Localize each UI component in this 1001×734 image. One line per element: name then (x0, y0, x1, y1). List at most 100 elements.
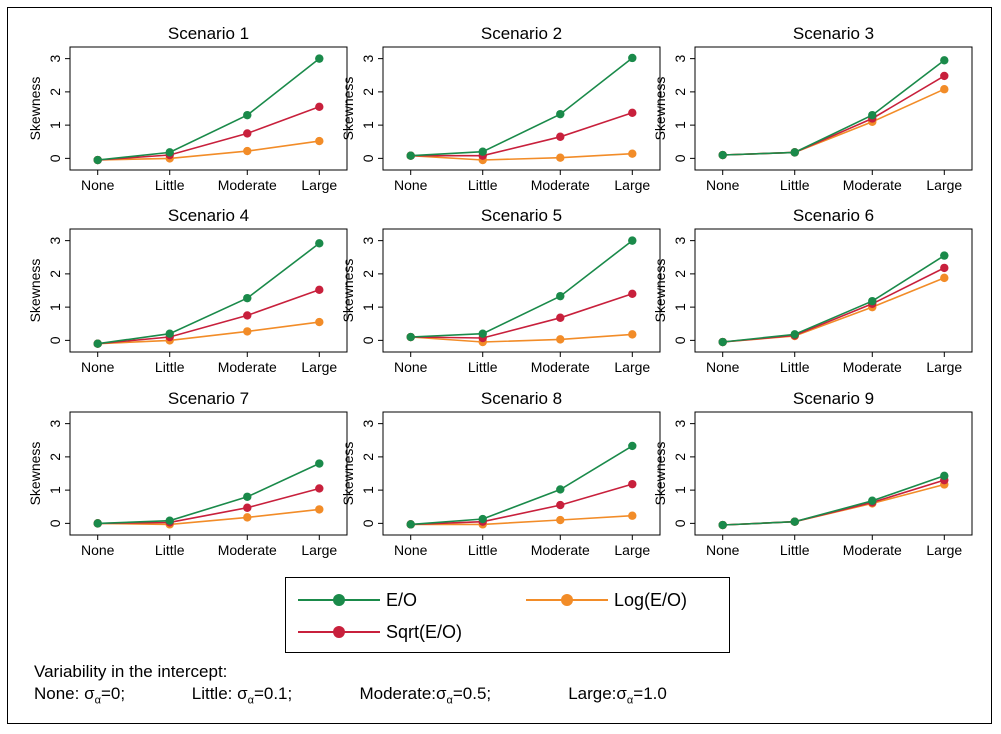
data-point-sqrt (315, 285, 324, 295)
panel-scenario-8: Scenario 8 0 1 2 3 Skewness None Little Moderate… (340, 389, 661, 558)
y-tick-label: 0 (672, 519, 688, 527)
data-point-eo (718, 150, 727, 160)
panel-scenario-2: Scenario 2 0 1 2 3 Skewness None Little Moderate… (340, 24, 661, 193)
x-tick-label: Large (926, 542, 962, 558)
series-line-eo (410, 239, 633, 338)
data-point-eo (243, 110, 252, 120)
y-tick-label: 1 (360, 121, 376, 129)
data-point-eo (868, 296, 877, 306)
x-tick-label: None (394, 359, 428, 375)
note-definitions: None: σα=0; Little: σα=0.1; Moderate:σα=… (34, 684, 667, 706)
series-line-sqrt (410, 483, 633, 526)
series-line-eo (410, 57, 633, 157)
x-tick-label: Moderate (531, 177, 590, 193)
x-tick-label: Moderate (218, 542, 277, 558)
y-axis-label: Skewness (652, 442, 668, 506)
series-line-sqrt (97, 487, 320, 525)
panel-title: Scenario 2 (481, 24, 562, 43)
x-tick-label: Little (780, 359, 810, 375)
data-point-eo (868, 496, 877, 505)
series-line-log (722, 277, 945, 343)
y-tick-label: 1 (672, 486, 688, 494)
legend-item-sqrt: Sqrt(E/O) (296, 620, 462, 644)
plot-area (69, 411, 348, 536)
data-point-eo (940, 251, 949, 260)
x-tick-label: None (394, 542, 428, 558)
data-point-eo (406, 520, 415, 529)
y-tick-label: 2 (360, 270, 376, 278)
data-point-eo (406, 332, 415, 342)
y-axis-label: Skewness (340, 442, 356, 506)
y-tick-label: 0 (47, 519, 63, 527)
y-axis-label: Skewness (652, 77, 668, 141)
data-point-log (556, 335, 565, 344)
plot-area (694, 411, 973, 536)
series-line-sqrt (722, 267, 945, 343)
y-axis-label: Skewness (652, 259, 668, 323)
data-point-eo (478, 147, 487, 156)
legend-swatch-eo (298, 594, 380, 606)
note-heading: Variability in the intercept: (34, 662, 228, 681)
y-axis-label: Skewness (27, 259, 43, 323)
legend-swatch-log (526, 594, 608, 606)
x-tick-label: Moderate (843, 359, 902, 375)
legend-label-log: Log(E/O) (614, 589, 688, 610)
legend: E/O Log(E/O) Sqrt(E/O) (285, 577, 730, 653)
series-line-eo (97, 462, 320, 525)
y-tick-label: 3 (672, 420, 688, 428)
data-point-eo (93, 519, 102, 528)
data-point-log (628, 511, 637, 520)
series-line-log (410, 152, 633, 161)
panel-title: Scenario 5 (481, 206, 562, 225)
legend-item-log: Log(E/O) (524, 588, 687, 612)
x-tick-label: Little (780, 542, 810, 558)
series-line-sqrt (410, 112, 633, 157)
y-tick-label: 2 (672, 270, 688, 278)
data-point-sqrt (556, 500, 565, 510)
panel-scenario-7: Scenario 7 0 1 2 3 Skewness None Little Moderate… (27, 389, 348, 558)
x-tick-label: Little (468, 359, 498, 375)
data-point-eo (165, 148, 174, 157)
x-tick-label: Large (614, 177, 650, 193)
x-tick-label: Moderate (531, 359, 590, 375)
small-multiples-chart: Scenario 1 0 1 2 3 Skewness None Little Moderate… (27, 24, 973, 558)
y-tick-label: 0 (47, 336, 63, 344)
legend-swatch-sqrt (298, 626, 380, 638)
data-point-eo (93, 339, 102, 348)
y-tick-label: 1 (47, 121, 63, 129)
x-tick-label: Large (614, 542, 650, 558)
data-point-eo (718, 520, 727, 530)
data-point-eo (165, 329, 174, 338)
x-tick-label: Large (926, 359, 962, 375)
x-tick-label: Little (468, 542, 498, 558)
data-point-eo (478, 514, 487, 524)
legend-item-eo: E/O (296, 588, 417, 612)
x-tick-label: None (706, 542, 740, 558)
data-point-log (243, 513, 252, 522)
y-tick-label: 0 (360, 336, 376, 344)
y-axis-label: Skewness (27, 77, 43, 141)
y-tick-label: 3 (672, 55, 688, 63)
data-point-eo (93, 155, 102, 165)
data-point-sqrt (243, 503, 252, 512)
panel-title: Scenario 7 (168, 389, 249, 408)
x-tick-label: Moderate (843, 542, 902, 558)
series-line-eo (722, 59, 945, 156)
panel-title: Scenario 8 (481, 389, 562, 408)
data-point-log (243, 146, 252, 156)
x-tick-label: Little (155, 177, 185, 193)
y-tick-label: 3 (360, 55, 376, 63)
y-tick-label: 2 (47, 270, 63, 278)
data-point-sqrt (940, 263, 949, 273)
data-point-log (315, 505, 324, 514)
x-tick-label: None (81, 177, 115, 193)
data-point-sqrt (243, 129, 252, 138)
plot-area (382, 411, 661, 536)
series-line-log (97, 140, 320, 161)
x-tick-label: Little (468, 177, 498, 193)
y-axis-label: Skewness (27, 442, 43, 506)
data-point-eo (315, 459, 324, 468)
panel-title: Scenario 1 (168, 24, 249, 43)
data-point-eo (790, 330, 799, 339)
